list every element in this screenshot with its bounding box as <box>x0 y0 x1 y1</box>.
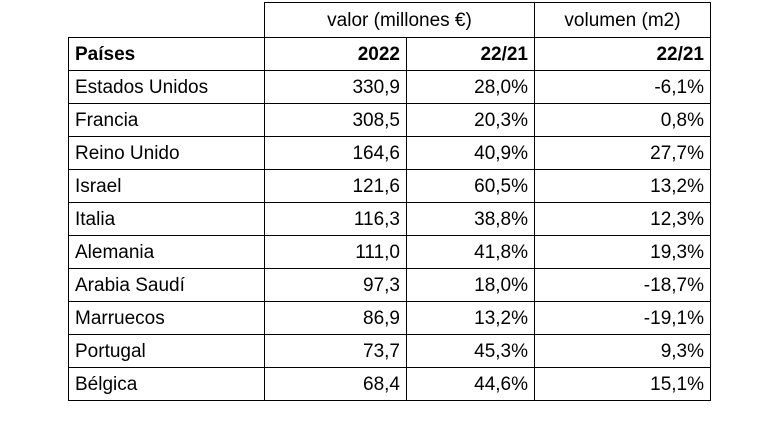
volumen-change-cell: -18,7% <box>534 268 711 302</box>
country-cell: Alemania <box>68 235 265 269</box>
valor-change-cell: 44,6% <box>406 367 535 401</box>
table-body: valor (millones €) volumen (m2) Países 2… <box>68 2 711 401</box>
value-2022-cell: 308,5 <box>264 103 407 137</box>
value-2022-cell: 116,3 <box>264 202 407 236</box>
country-cell: Bélgica <box>68 367 265 401</box>
volumen-change-cell: 19,3% <box>534 235 711 269</box>
column-header-2022: 2022 <box>264 37 407 71</box>
valor-change-cell: 28,0% <box>406 70 535 104</box>
column-header-row: Países 2022 22/21 22/21 <box>68 37 711 71</box>
group-header-valor: valor (millones €) <box>264 2 535 38</box>
value-2022-cell: 121,6 <box>264 169 407 203</box>
value-2022-cell: 164,6 <box>264 136 407 170</box>
country-cell: Italia <box>68 202 265 236</box>
value-2022-cell: 330,9 <box>264 70 407 104</box>
value-2022-cell: 68,4 <box>264 367 407 401</box>
volumen-change-cell: -19,1% <box>534 301 711 335</box>
table-container: valor (millones €) volumen (m2) Países 2… <box>68 2 711 401</box>
volumen-change-cell: 15,1% <box>534 367 711 401</box>
volumen-change-cell: 0,8% <box>534 103 711 137</box>
table-row: Marruecos 86,9 13,2% -19,1% <box>68 301 711 335</box>
valor-change-cell: 38,8% <box>406 202 535 236</box>
volumen-change-cell: 27,7% <box>534 136 711 170</box>
country-cell: Estados Unidos <box>68 70 265 104</box>
country-cell: Reino Unido <box>68 136 265 170</box>
column-header-country: Países <box>68 37 265 71</box>
column-header-volumen-change: 22/21 <box>534 37 711 71</box>
empty-corner-cell <box>68 2 265 38</box>
country-cell: Marruecos <box>68 301 265 335</box>
table-row: Alemania 111,0 41,8% 19,3% <box>68 235 711 269</box>
value-2022-cell: 97,3 <box>264 268 407 302</box>
table-row: Bélgica 68,4 44,6% 15,1% <box>68 367 711 401</box>
valor-change-cell: 18,0% <box>406 268 535 302</box>
valor-change-cell: 45,3% <box>406 334 535 368</box>
volumen-change-cell: -6,1% <box>534 70 711 104</box>
group-header-row: valor (millones €) volumen (m2) <box>68 2 711 38</box>
table-row: Francia 308,5 20,3% 0,8% <box>68 103 711 137</box>
value-2022-cell: 73,7 <box>264 334 407 368</box>
column-header-valor-change: 22/21 <box>406 37 535 71</box>
country-cell: Israel <box>68 169 265 203</box>
table-row: Italia 116,3 38,8% 12,3% <box>68 202 711 236</box>
valor-change-cell: 60,5% <box>406 169 535 203</box>
volumen-change-cell: 12,3% <box>534 202 711 236</box>
valor-change-cell: 20,3% <box>406 103 535 137</box>
country-cell: Arabia Saudí <box>68 268 265 302</box>
volumen-change-cell: 9,3% <box>534 334 711 368</box>
value-2022-cell: 111,0 <box>264 235 407 269</box>
valor-change-cell: 40,9% <box>406 136 535 170</box>
volumen-change-cell: 13,2% <box>534 169 711 203</box>
table-row: Israel 121,6 60,5% 13,2% <box>68 169 711 203</box>
table-row: Portugal 73,7 45,3% 9,3% <box>68 334 711 368</box>
exports-table: valor (millones €) volumen (m2) Países 2… <box>68 2 711 401</box>
valor-change-cell: 13,2% <box>406 301 535 335</box>
value-2022-cell: 86,9 <box>264 301 407 335</box>
country-cell: Francia <box>68 103 265 137</box>
table-row: Arabia Saudí 97,3 18,0% -18,7% <box>68 268 711 302</box>
valor-change-cell: 41,8% <box>406 235 535 269</box>
table-row: Estados Unidos 330,9 28,0% -6,1% <box>68 70 711 104</box>
table-row: Reino Unido 164,6 40,9% 27,7% <box>68 136 711 170</box>
group-header-volumen: volumen (m2) <box>534 2 711 38</box>
country-cell: Portugal <box>68 334 265 368</box>
